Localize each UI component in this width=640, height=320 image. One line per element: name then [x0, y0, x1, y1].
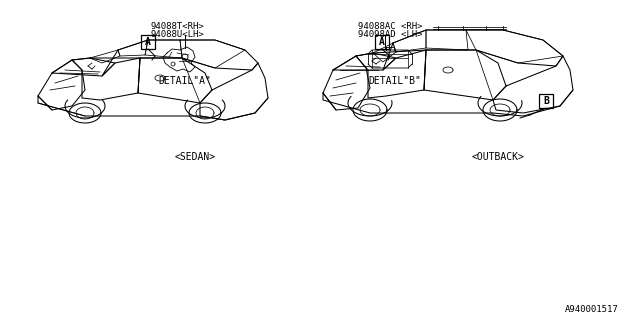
- Text: 94088U<LH>: 94088U<LH>: [150, 30, 204, 39]
- Text: DETAIL"B": DETAIL"B": [368, 76, 421, 86]
- Text: 94088AC <RH>: 94088AC <RH>: [358, 22, 422, 31]
- Text: 94098AD <LH>: 94098AD <LH>: [358, 30, 422, 39]
- Text: A: A: [379, 37, 385, 47]
- Text: A: A: [145, 37, 151, 47]
- Bar: [539, 94, 553, 108]
- Text: B: B: [543, 96, 549, 106]
- Text: <SEDAN>: <SEDAN>: [175, 152, 216, 162]
- Bar: [141, 35, 155, 49]
- Bar: [375, 35, 389, 49]
- Text: 94088T<RH>: 94088T<RH>: [150, 22, 204, 31]
- Text: DETAIL"A": DETAIL"A": [158, 76, 211, 86]
- Text: <OUTBACK>: <OUTBACK>: [472, 152, 524, 162]
- Text: A940001517: A940001517: [565, 305, 619, 314]
